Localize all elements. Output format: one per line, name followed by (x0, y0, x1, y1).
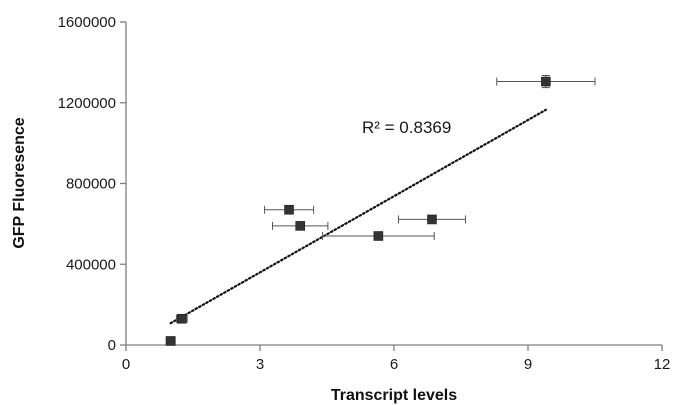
data-point-marker (373, 231, 384, 241)
x-tick-label: 3 (256, 356, 264, 373)
data-point-marker (165, 336, 176, 346)
data-markers (165, 76, 551, 346)
r-squared-annotation: R² = 0.8369 (362, 118, 451, 137)
y-tick-label: 0 (108, 337, 116, 354)
x-tick-label: 0 (122, 356, 130, 373)
axes (125, 22, 662, 346)
x-axis-title: Transcript levels (331, 387, 457, 404)
y-tick-label: 400000 (66, 256, 116, 273)
trendline (169, 108, 547, 325)
trendline-group (169, 108, 547, 325)
data-point-marker (541, 76, 551, 87)
y-axis-title: GFP Fluoresence (11, 117, 28, 248)
y-tick-label: 800000 (66, 176, 116, 193)
y-tick-label: 1200000 (58, 95, 116, 112)
data-point-marker (284, 204, 294, 215)
data-point-marker (427, 214, 437, 225)
data-point-marker (177, 313, 187, 324)
error-bars (165, 74, 596, 345)
x-ticks: 0 3 6 9 12 (122, 345, 671, 373)
y-ticks: 0 400000 800000 1200000 1600000 (58, 14, 126, 354)
x-tick-label: 6 (390, 356, 398, 373)
data-point-marker (295, 221, 306, 231)
x-tick-label: 9 (524, 356, 532, 373)
y-tick-label: 1600000 (58, 14, 116, 31)
x-tick-label: 12 (654, 356, 671, 373)
